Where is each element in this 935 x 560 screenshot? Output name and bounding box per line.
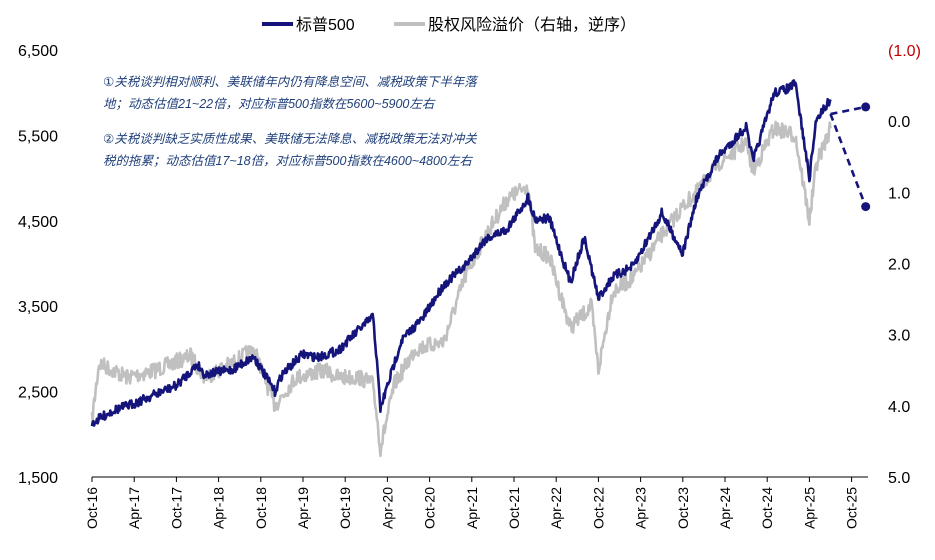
scenario-line-2 xyxy=(829,113,867,208)
x-tick-label: Oct-16 xyxy=(84,487,100,529)
y-right-tick-label: 5.0 xyxy=(888,470,910,487)
series-line-sp500 xyxy=(90,79,832,427)
legend-label-sp500: 标普500 xyxy=(296,16,355,34)
annotation-line-1: ①关税谈判相对顺利、美联储年内仍有降息空间、减税政策下半年落 xyxy=(103,75,479,89)
y-left-tick-label: 5,500 xyxy=(18,128,58,145)
x-tick-label: Apr-20 xyxy=(379,487,395,529)
legend: 标普500 股权风险溢价（右轴，逆序） xyxy=(262,16,636,34)
x-tick-label: Oct-20 xyxy=(422,487,438,529)
annotation-line-2: 地；动态估值21~22倍，对应标普500指数在5600~5900左右 xyxy=(103,97,436,111)
y-axis-left-ticks: 1,500 2,500 3,500 4,500 5,500 6,500 xyxy=(18,43,58,487)
x-tick-label: Oct-22 xyxy=(590,487,606,529)
y-left-tick-label: 6,500 xyxy=(18,43,58,60)
x-tick-label: Apr-22 xyxy=(548,487,564,529)
y-right-tick-label: 3.0 xyxy=(888,328,910,345)
y-axis-right-ticks: (1.0) 0.0 1.0 2.0 3.0 4.0 5.0 xyxy=(888,43,921,487)
x-tick-label: Apr-25 xyxy=(801,487,817,529)
y-right-tick-label: 2.0 xyxy=(888,257,910,274)
series-layer xyxy=(90,79,871,458)
x-axis-ticks: Oct-16 Apr-17 Oct-17 Apr-18 Oct-18 Apr-19 Oct-… xyxy=(84,477,860,529)
y-left-tick-label: 2,500 xyxy=(18,385,58,402)
x-tick-label: Oct-17 xyxy=(168,487,184,529)
x-tick-label: Apr-18 xyxy=(211,487,227,529)
y-left-tick-label: 3,500 xyxy=(18,299,58,316)
series-line-erp xyxy=(90,120,832,458)
x-tick-label: Oct-19 xyxy=(337,487,353,529)
x-tick-label: Apr-23 xyxy=(633,487,649,529)
y-right-tick-label: 0.0 xyxy=(888,114,910,131)
x-tick-label: Apr-24 xyxy=(717,487,733,529)
y-right-tick-label: (1.0) xyxy=(888,43,921,60)
scenario-endpoint-1 xyxy=(861,102,871,112)
x-tick-label: Apr-17 xyxy=(126,487,142,529)
x-tick-label: Oct-23 xyxy=(675,487,691,529)
x-tick-label: Oct-24 xyxy=(759,487,775,529)
y-left-tick-label: 4,500 xyxy=(18,214,58,231)
scenario-line-1 xyxy=(830,105,866,116)
y-right-tick-label: 4.0 xyxy=(888,399,910,416)
legend-label-erp: 股权风险溢价（右轴，逆序） xyxy=(428,16,636,34)
y-right-tick-label: 1.0 xyxy=(888,185,910,202)
x-tick-label: Oct-25 xyxy=(844,487,860,529)
x-tick-label: Apr-19 xyxy=(295,487,311,529)
scenario-endpoint-2 xyxy=(861,202,871,212)
annotation-line-3: ②关税谈判缺乏实质性成果、美联储无法降息、减税政策无法对冲关 xyxy=(103,132,477,146)
y-left-tick-label: 1,500 xyxy=(18,470,58,487)
x-tick-label: Apr-21 xyxy=(464,487,480,529)
annotations: ①关税谈判相对顺利、美联储年内仍有降息空间、减税政策下半年落 地；动态估值21~… xyxy=(103,75,479,168)
x-tick-label: Oct-18 xyxy=(253,487,269,529)
annotation-line-4: 税的拖累；动态估值17~18倍，对应标普500指数在4600~4800左右 xyxy=(103,154,473,168)
x-tick-label: Oct-21 xyxy=(506,487,522,529)
